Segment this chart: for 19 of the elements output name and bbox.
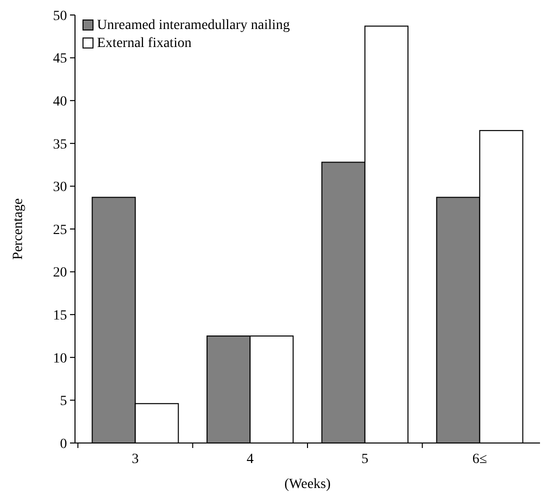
y-tick-label: 0 — [60, 436, 67, 452]
y-tick-label: 50 — [53, 8, 67, 24]
x-tick-label: 3 — [132, 452, 139, 467]
x-tick-label: 5 — [361, 452, 368, 467]
y-axis-title: Percentage — [11, 198, 26, 260]
legend-label: External fixation — [97, 36, 192, 51]
legend-label: Unreamed interamedullary nailing — [97, 18, 290, 33]
y-tick-label: 30 — [53, 180, 67, 196]
x-tick-label: 6≤ — [472, 452, 488, 467]
y-tick-label: 25 — [53, 222, 67, 238]
y-tick-label: 10 — [53, 351, 67, 366]
y-tick-label: 15 — [53, 308, 67, 324]
y-tick-label: 35 — [53, 137, 67, 152]
y-tick-label: 20 — [53, 266, 67, 281]
y-tick-label: 45 — [53, 52, 67, 67]
x-tick-label: 4 — [246, 452, 254, 467]
y-tick-label: 40 — [53, 94, 67, 110]
y-tick-label: 5 — [60, 394, 67, 410]
x-axis-title: (Weeks) — [284, 477, 331, 492]
